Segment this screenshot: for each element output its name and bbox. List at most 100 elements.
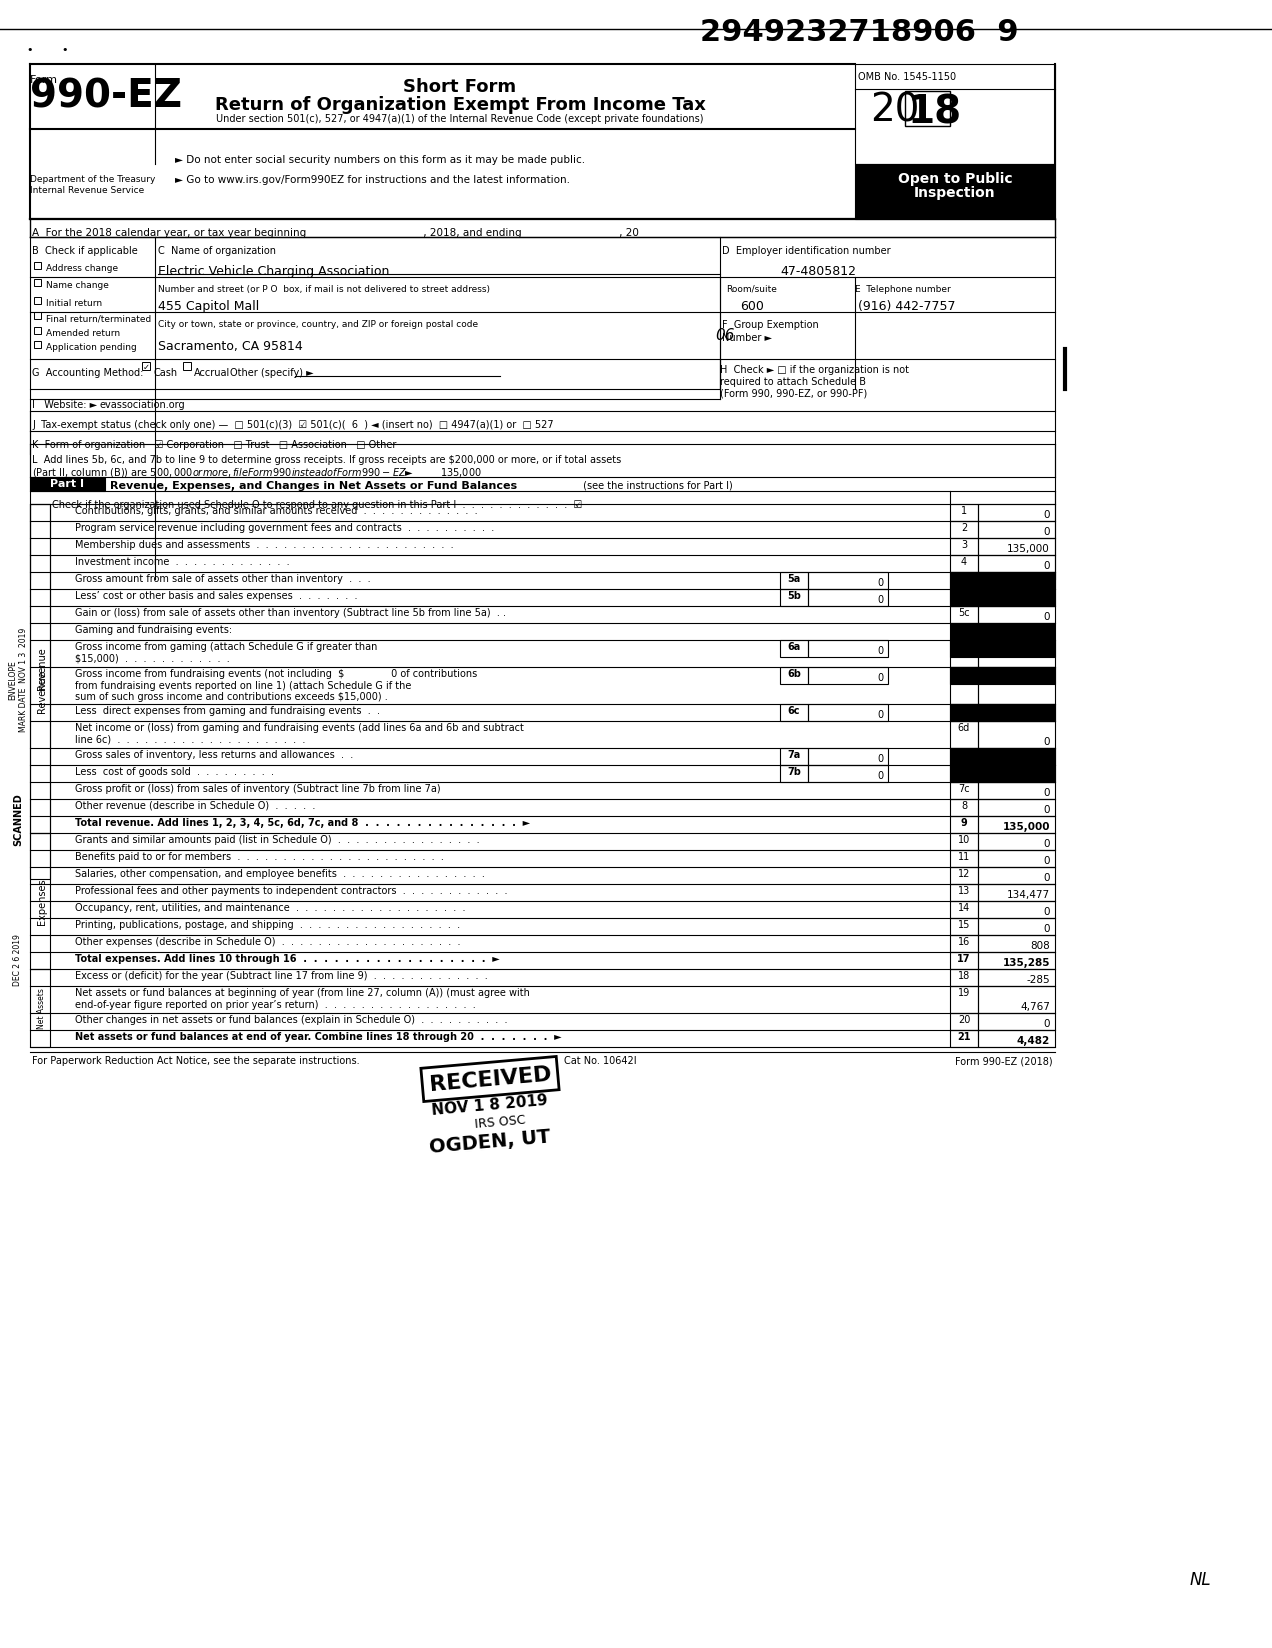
Bar (978, 667, 1054, 705)
Text: ► Go to www.irs.gov/Form990EZ for instructions and the latest information.: ► Go to www.irs.gov/Form990EZ for instru… (176, 175, 570, 185)
Text: ► Do not enter social security numbers on this form as it may be made public.: ► Do not enter social security numbers o… (176, 155, 585, 165)
Text: Number and street (or P O  box, if mail is not delivered to street address): Number and street (or P O box, if mail i… (158, 285, 490, 293)
Text: Final return/terminated: Final return/terminated (46, 313, 151, 323)
Text: 06: 06 (715, 328, 734, 343)
Bar (808, 572, 888, 590)
Text: Contributions, gifts, grants, and similar amounts received  .  .  .  .  .  .  . : Contributions, gifts, grants, and simila… (75, 506, 477, 516)
Bar (978, 766, 1054, 783)
Text: A  For the 2018 calendar year, or tax year beginning                            : A For the 2018 calendar year, or tax yea… (32, 227, 639, 237)
Text: 8: 8 (960, 801, 967, 811)
Text: 0: 0 (1043, 923, 1049, 933)
Bar (950, 816, 978, 834)
Bar (978, 641, 1054, 667)
Text: Less  direct expenses from gaming and fundraising events  .  .: Less direct expenses from gaming and fun… (75, 705, 380, 715)
Text: Membership dues and assessments  .  .  .  .  .  .  .  .  .  .  .  .  .  .  .  . : Membership dues and assessments . . . . … (75, 539, 454, 550)
Bar (950, 799, 978, 816)
Text: 6b: 6b (787, 669, 801, 679)
Bar (978, 623, 1054, 641)
Text: 6a: 6a (787, 641, 800, 651)
Text: 0: 0 (1043, 804, 1049, 814)
Bar (808, 705, 888, 722)
Bar (34, 341, 41, 349)
Text: Excess or (deficit) for the year (Subtract line 17 from line 9)  .  .  .  .  .  : Excess or (deficit) for the year (Subtra… (75, 971, 487, 981)
Text: 7b: 7b (787, 766, 801, 776)
Bar (950, 766, 978, 783)
Bar (950, 766, 978, 783)
Text: 13: 13 (958, 885, 971, 895)
Bar (808, 766, 888, 783)
Text: 4,482: 4,482 (1016, 1035, 1049, 1045)
Text: Grants and similar amounts paid (list in Schedule O)  .  .  .  .  .  .  .  .  . : Grants and similar amounts paid (list in… (75, 834, 480, 844)
Text: (916) 442-7757: (916) 442-7757 (859, 300, 955, 313)
Text: 6d: 6d (958, 722, 971, 733)
Text: Less  cost of goods sold  .  .  .  .  .  .  .  .  .: Less cost of goods sold . . . . . . . . … (75, 766, 273, 776)
Text: 17: 17 (958, 954, 971, 964)
Bar (950, 539, 978, 555)
Bar (978, 918, 1054, 936)
Bar (183, 363, 191, 371)
Text: 3: 3 (960, 539, 967, 550)
Bar (950, 641, 978, 658)
Bar (950, 606, 978, 623)
Bar (950, 850, 978, 867)
Text: Initial return: Initial return (46, 298, 102, 308)
Bar (950, 667, 978, 684)
Text: Occupancy, rent, utilities, and maintenance  .  .  .  .  .  .  .  .  .  .  .  . : Occupancy, rent, utilities, and maintena… (75, 903, 466, 913)
Bar (978, 748, 1054, 766)
Text: Return of Organization Exempt From Income Tax: Return of Organization Exempt From Incom… (215, 96, 706, 114)
Text: Other changes in net assets or fund balances (explain in Schedule O)  .  .  .  .: Other changes in net assets or fund bala… (75, 1015, 508, 1025)
Bar (780, 766, 808, 783)
Bar (808, 590, 888, 606)
Text: 0: 0 (878, 578, 884, 588)
Bar (978, 953, 1054, 969)
Bar (978, 722, 1054, 748)
Text: Number ►: Number ► (722, 333, 772, 343)
Text: 455 Capitol Mall: 455 Capitol Mall (158, 300, 259, 313)
Text: 808: 808 (1030, 941, 1049, 951)
Text: Form 990-EZ (2018): Form 990-EZ (2018) (955, 1055, 1053, 1065)
Text: J  Tax-exempt status (check only one) —  □ 501(c)(3)  ☑ 501(c)(  6  ) ◄ (insert : J Tax-exempt status (check only one) — □… (32, 420, 553, 430)
Text: Program service revenue including government fees and contracts  .  .  .  .  .  : Program service revenue including govern… (75, 522, 495, 532)
Text: Internal Revenue Service: Internal Revenue Service (31, 186, 144, 194)
Text: 0: 0 (1043, 855, 1049, 865)
Text: 6c: 6c (787, 705, 800, 715)
Bar (978, 766, 1054, 783)
Text: C  Name of organization: C Name of organization (158, 246, 276, 255)
Bar (978, 834, 1054, 850)
Bar (978, 705, 1054, 722)
Bar (31, 969, 50, 1048)
Text: 0: 0 (878, 771, 884, 781)
Text: 0: 0 (1043, 839, 1049, 849)
Text: 47-4805812: 47-4805812 (780, 265, 856, 279)
Text: 5a: 5a (958, 574, 971, 583)
Text: Gross sales of inventory, less returns and allowances  .  .: Gross sales of inventory, less returns a… (75, 750, 354, 760)
Bar (978, 555, 1054, 572)
Bar (34, 262, 41, 270)
Bar (978, 748, 1054, 766)
Text: Professional fees and other payments to independent contractors  .  .  .  .  .  : Professional fees and other payments to … (75, 885, 508, 895)
Bar (978, 936, 1054, 953)
Bar (978, 539, 1054, 555)
Bar (978, 590, 1054, 606)
Text: NL: NL (1189, 1571, 1211, 1589)
Text: Revenue: Revenue (37, 671, 47, 714)
Text: 0: 0 (878, 753, 884, 763)
Text: 0: 0 (1043, 611, 1049, 621)
Bar (31, 504, 50, 880)
Bar (978, 1030, 1054, 1048)
Text: Cash: Cash (153, 368, 177, 377)
Bar (950, 705, 978, 722)
Text: Electric Vehicle Charging Association: Electric Vehicle Charging Association (158, 265, 389, 279)
Text: OMB No. 1545-1150: OMB No. 1545-1150 (859, 73, 957, 82)
Text: I   Website: ►: I Website: ► (32, 400, 97, 410)
Bar (950, 748, 978, 766)
Text: Salaries, other compensation, and employee benefits  .  .  .  .  .  .  .  .  .  : Salaries, other compensation, and employ… (75, 868, 485, 878)
Text: 135,000: 135,000 (1002, 821, 1049, 832)
Text: 600: 600 (740, 300, 764, 313)
Text: 9: 9 (960, 817, 968, 827)
Bar (950, 953, 978, 969)
Text: 0: 0 (1043, 560, 1049, 570)
Text: Revenue: Revenue (37, 648, 47, 691)
Text: For Paperwork Reduction Act Notice, see the separate instructions.: For Paperwork Reduction Act Notice, see … (32, 1055, 360, 1065)
Text: Under section 501(c), 527, or 4947(a)(1) of the Internal Revenue Code (except pr: Under section 501(c), 527, or 4947(a)(1)… (216, 114, 703, 124)
